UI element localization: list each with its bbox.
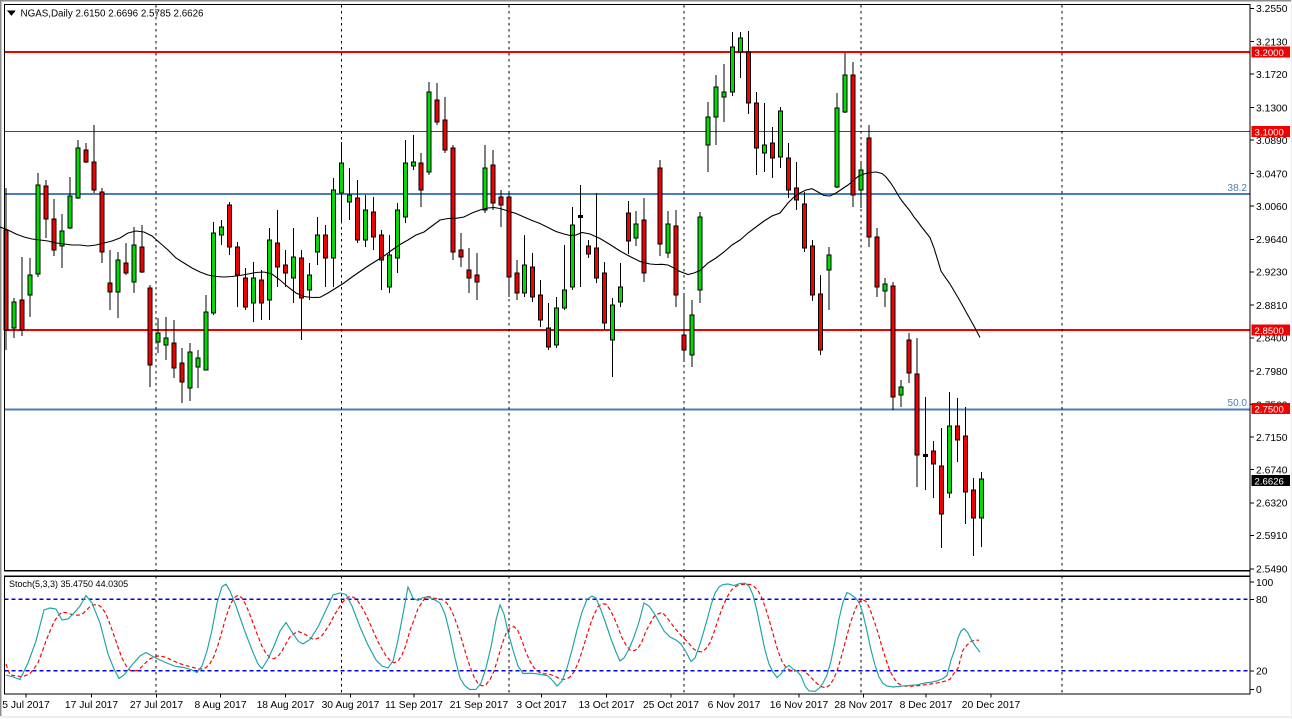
svg-text:8 Aug 2017: 8 Aug 2017 bbox=[194, 700, 246, 711]
svg-text:13 Oct 2017: 13 Oct 2017 bbox=[578, 700, 634, 711]
svg-text:20 Dec 2017: 20 Dec 2017 bbox=[962, 700, 1021, 711]
svg-text:Stoch(5,3,3) 35.4750 44.0305: Stoch(5,3,3) 35.4750 44.0305 bbox=[9, 579, 128, 589]
svg-text:16 Nov 2017: 16 Nov 2017 bbox=[770, 700, 829, 711]
svg-text:28 Nov 2017: 28 Nov 2017 bbox=[834, 700, 893, 711]
svg-text:0: 0 bbox=[1256, 685, 1262, 696]
svg-text:100: 100 bbox=[1256, 578, 1273, 589]
svg-text:2.5490: 2.5490 bbox=[1256, 565, 1288, 576]
svg-text:27 Jul 2017: 27 Jul 2017 bbox=[130, 700, 184, 711]
svg-text:38.2: 38.2 bbox=[1228, 183, 1248, 194]
svg-text:11 Sep 2017: 11 Sep 2017 bbox=[385, 700, 443, 711]
svg-text:80: 80 bbox=[1256, 595, 1268, 606]
svg-text:2.8500: 2.8500 bbox=[1255, 326, 1284, 337]
svg-text:30 Aug 2017: 30 Aug 2017 bbox=[322, 700, 380, 711]
svg-text:3.0890: 3.0890 bbox=[1256, 136, 1288, 147]
svg-text:17 Jul 2017: 17 Jul 2017 bbox=[65, 700, 119, 711]
svg-text:5 Jul 2017: 5 Jul 2017 bbox=[2, 700, 50, 711]
svg-text:18 Aug 2017: 18 Aug 2017 bbox=[257, 700, 315, 711]
svg-text:3.1300: 3.1300 bbox=[1256, 103, 1288, 114]
svg-text:3.2130: 3.2130 bbox=[1256, 38, 1288, 49]
svg-text:2.6740: 2.6740 bbox=[1256, 465, 1288, 476]
svg-text:2.9640: 2.9640 bbox=[1256, 235, 1288, 246]
svg-text:3.0060: 3.0060 bbox=[1256, 202, 1288, 213]
svg-text:3 Oct 2017: 3 Oct 2017 bbox=[516, 700, 567, 711]
svg-text:3.1000: 3.1000 bbox=[1255, 127, 1284, 138]
svg-text:2.9230: 2.9230 bbox=[1256, 268, 1288, 279]
svg-text:2.7500: 2.7500 bbox=[1255, 405, 1284, 416]
svg-text:50.0: 50.0 bbox=[1228, 398, 1248, 409]
svg-text:20: 20 bbox=[1256, 667, 1268, 678]
svg-text:3.2550: 3.2550 bbox=[1256, 4, 1288, 15]
svg-text:2.8810: 2.8810 bbox=[1256, 301, 1288, 312]
svg-text:21 Sep 2017: 21 Sep 2017 bbox=[450, 700, 509, 711]
svg-text:25 Oct 2017: 25 Oct 2017 bbox=[643, 700, 699, 711]
svg-text:NGAS,Daily 2.6150 2.6696 2.57: NGAS,Daily 2.6150 2.6696 2.5785 2.6626 bbox=[21, 8, 205, 19]
svg-text:8 Dec 2017: 8 Dec 2017 bbox=[900, 700, 953, 711]
svg-text:3.1720: 3.1720 bbox=[1256, 70, 1288, 81]
svg-text:2.5910: 2.5910 bbox=[1256, 531, 1288, 542]
svg-text:6 Nov 2017: 6 Nov 2017 bbox=[708, 700, 761, 711]
svg-text:2.6626: 2.6626 bbox=[1255, 476, 1284, 487]
svg-text:3.2000: 3.2000 bbox=[1255, 48, 1284, 59]
svg-text:2.6320: 2.6320 bbox=[1256, 499, 1288, 510]
svg-text:2.7980: 2.7980 bbox=[1256, 367, 1288, 378]
svg-text:2.8400: 2.8400 bbox=[1256, 334, 1288, 345]
svg-text:3.0470: 3.0470 bbox=[1256, 169, 1288, 180]
svg-text:2.7150: 2.7150 bbox=[1256, 433, 1288, 444]
